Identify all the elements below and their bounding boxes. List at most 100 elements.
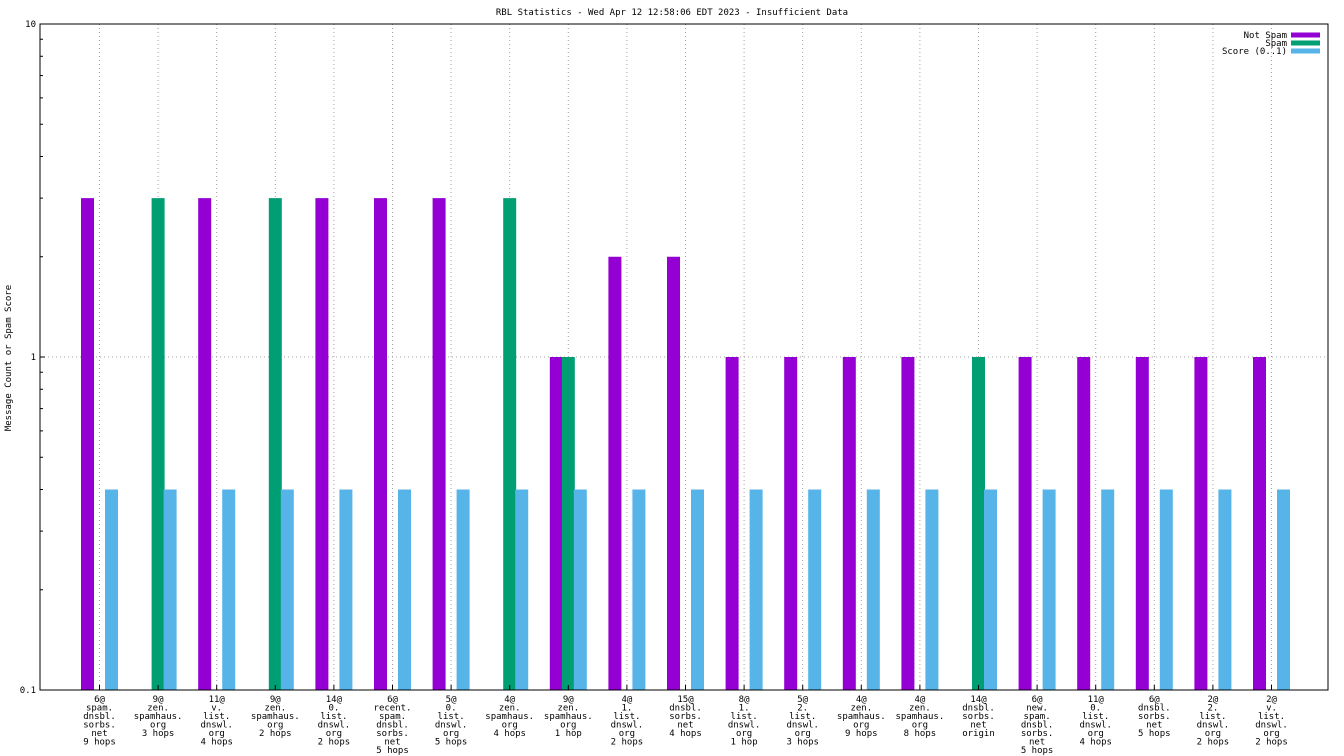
- bar-score-0-1: [1101, 489, 1115, 690]
- bar-not-spam: [784, 357, 798, 690]
- x-tick-label: 6@ dnsbl. sorbs. net 5 hops: [1138, 695, 1171, 739]
- x-tick-label-line: 4 hops: [200, 738, 233, 748]
- x-tick-label-line: sorbs.: [1138, 712, 1171, 722]
- x-tick-label-line: 2 hops: [1197, 738, 1230, 748]
- x-tick-label-line: net: [1146, 721, 1162, 731]
- x-tick-label-line: 4@: [856, 695, 867, 705]
- x-tick-label-line: spamhaus.: [485, 712, 534, 722]
- y-axis-label: Message Count or Spam Score: [4, 285, 14, 431]
- bar-not-spam: [842, 357, 856, 690]
- x-tick-label-line: org: [1263, 729, 1279, 739]
- x-tick-label-line: 0.: [446, 704, 457, 714]
- x-tick-label-line: 4 hops: [493, 729, 526, 739]
- x-tick-label-line: 15@: [677, 695, 694, 705]
- x-tick-label-line: list.: [203, 712, 230, 722]
- x-tick-label-line: zen.: [147, 704, 169, 714]
- x-tick-label-line: recent.: [374, 704, 412, 714]
- x-tick-label-line: dnswl.: [1255, 721, 1288, 731]
- x-tick-label-line: 9@: [153, 695, 164, 705]
- bar-not-spam: [1077, 357, 1091, 690]
- x-tick-label-line: spam.: [379, 712, 406, 722]
- x-tick-label-line: 3 hops: [786, 738, 819, 748]
- x-tick-label-line: org: [326, 729, 342, 739]
- bar-not-spam: [198, 198, 212, 690]
- x-tick-label-line: org: [1088, 729, 1104, 739]
- bar-spam: [972, 357, 985, 690]
- bar-score-0-1: [1042, 489, 1056, 690]
- x-tick-label: 2@ 2. list. dnswl. org 2 hops: [1197, 695, 1230, 748]
- bar-score-0-1: [1159, 489, 1173, 690]
- bar-not-spam: [1253, 357, 1266, 690]
- x-tick-label-line: org: [267, 721, 283, 731]
- x-tick-label-line: org: [150, 721, 166, 731]
- x-tick-label-line: 1 hop: [555, 729, 582, 739]
- x-tick-label-line: net: [677, 721, 693, 731]
- x-tick-label-line: net: [91, 729, 107, 739]
- bar-not-spam: [432, 198, 446, 690]
- x-tick-label-line: 4 hops: [1079, 738, 1112, 748]
- x-tick-label-line: v.: [1266, 704, 1277, 714]
- x-tick-label-line: v.: [211, 704, 222, 714]
- bar-score-0-1: [632, 489, 646, 690]
- x-tick-label-line: 2@: [1207, 695, 1218, 705]
- ticks-layer: 0.1 1 10: [20, 20, 1272, 696]
- bar-not-spam: [901, 357, 915, 690]
- bar-score-0-1: [866, 489, 880, 690]
- bar-score-0-1: [398, 489, 411, 690]
- bar-score-0-1: [280, 489, 294, 690]
- x-tick-label-line: list.: [789, 712, 816, 722]
- legend-swatch: [1291, 40, 1320, 46]
- x-tick-label: 6@ spam. dnsbl. sorbs. net 9 hops: [83, 695, 116, 748]
- bar-not-spam: [667, 256, 680, 690]
- x-tick-label: 6@ recent. spam. dnsbl. sorbs. net 5 hops: [374, 695, 412, 756]
- x-tick-label: 9@ zen. spamhaus. org 1 hop: [544, 695, 593, 739]
- x-tick-label-line: dnsbl.: [83, 712, 116, 722]
- x-tick-label-line: spamhaus.: [544, 712, 593, 722]
- x-tick-label-line: dnswl.: [200, 721, 233, 731]
- legend-swatch: [1291, 48, 1320, 54]
- bar-score-0-1: [925, 489, 939, 690]
- y-tick-label: 10: [25, 20, 36, 30]
- x-tick-label-line: sorbs.: [962, 712, 995, 722]
- x-tick-label: 2@ v. list. dnswl. org 2 hops: [1255, 695, 1288, 748]
- x-tick-label-line: list.: [1258, 712, 1285, 722]
- legend-label: Not Spam: [1244, 31, 1287, 41]
- x-tick-label-line: 3 hops: [142, 729, 175, 739]
- x-tick-label: 14@ 0. list. dnswl. org 2 hops: [318, 695, 351, 748]
- bar-not-spam: [81, 198, 94, 690]
- x-tick-label-line: sorbs.: [1021, 729, 1054, 739]
- x-tick-label-line: 6@: [94, 695, 105, 705]
- x-tick-label-line: spam.: [1024, 712, 1051, 722]
- x-tick-label: 9@ zen. spamhaus. org 2 hops: [251, 695, 300, 739]
- x-tick-label-line: 1 hop: [731, 738, 758, 748]
- x-tick-label-line: 4 hops: [669, 729, 702, 739]
- x-tick-label-line: dnswl.: [611, 721, 644, 731]
- x-tick-label-line: org: [912, 721, 928, 731]
- bar-score-0-1: [515, 489, 529, 690]
- y-tick-label: 0.1: [20, 686, 36, 696]
- bar-score-0-1: [1277, 489, 1290, 690]
- x-tick-label-line: spam.: [86, 704, 113, 714]
- x-tick-label-line: dnswl.: [786, 721, 819, 731]
- x-tick-label-line: list.: [731, 712, 758, 722]
- x-tick-label-line: 6@: [387, 695, 398, 705]
- bar-score-0-1: [456, 489, 470, 690]
- x-tick-label-line: org: [619, 729, 635, 739]
- x-tick-label-line: 1.: [739, 704, 750, 714]
- x-tick-label-line: spamhaus.: [837, 712, 886, 722]
- x-tick-label-line: 2 hops: [318, 738, 351, 748]
- x-tick-label-line: 5 hops: [1138, 729, 1171, 739]
- x-tick-label: 15@ dnsbl. sorbs. net 4 hops: [669, 695, 702, 739]
- x-tick-label-line: spamhaus.: [134, 712, 183, 722]
- x-tick-label-line: org: [795, 729, 811, 739]
- x-tick-label-line: zen.: [557, 704, 579, 714]
- x-tick-label-line: org: [502, 721, 518, 731]
- x-tick-label-line: org: [209, 729, 225, 739]
- x-tick-label-line: 11@: [1088, 695, 1105, 705]
- x-tick-label-line: zen.: [264, 704, 286, 714]
- x-tick-label-line: 2.: [797, 704, 808, 714]
- x-tick-label-line: 14@: [326, 695, 343, 705]
- x-tick-label-line: 9@: [270, 695, 281, 705]
